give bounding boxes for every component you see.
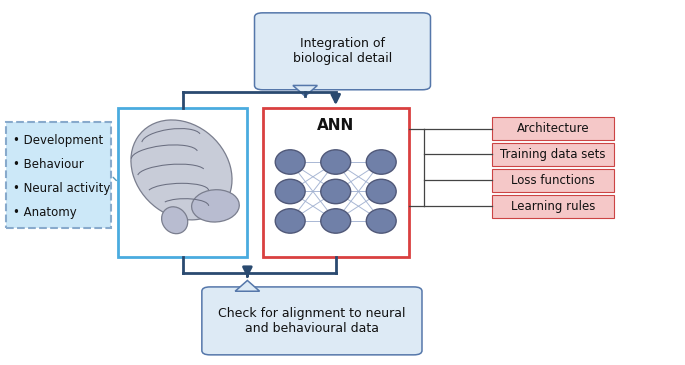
Text: Check for alignment to neural
and behavioural data: Check for alignment to neural and behavi… [219,307,406,335]
Polygon shape [235,280,260,291]
FancyBboxPatch shape [255,13,430,90]
Bar [262,108,409,257]
Bar [492,143,614,166]
Text: ANN: ANN [317,118,354,133]
Text: Training data sets: Training data sets [500,148,606,161]
FancyBboxPatch shape [202,287,422,355]
Bar [492,117,614,140]
Ellipse shape [131,120,232,220]
Bar [6,122,111,228]
Ellipse shape [321,209,351,233]
Text: • Neural activity: • Neural activity [12,182,110,195]
Text: • Behaviour: • Behaviour [12,158,84,171]
Polygon shape [293,85,317,96]
Text: • Development: • Development [12,134,103,147]
Bar [492,169,614,192]
Ellipse shape [321,179,351,204]
Text: Learning rules: Learning rules [511,200,595,213]
Text: Integration of
biological detail: Integration of biological detail [293,37,392,65]
Ellipse shape [321,150,351,174]
Ellipse shape [275,209,305,233]
Ellipse shape [366,209,396,233]
Ellipse shape [366,179,396,204]
Ellipse shape [275,179,305,204]
Bar [492,195,614,218]
Ellipse shape [192,190,239,222]
Ellipse shape [275,150,305,174]
Text: Loss functions: Loss functions [511,174,595,187]
Text: • Anatomy: • Anatomy [12,206,77,219]
Ellipse shape [366,150,396,174]
Ellipse shape [162,207,188,234]
Bar [119,108,247,257]
Text: Architecture: Architecture [516,122,589,135]
